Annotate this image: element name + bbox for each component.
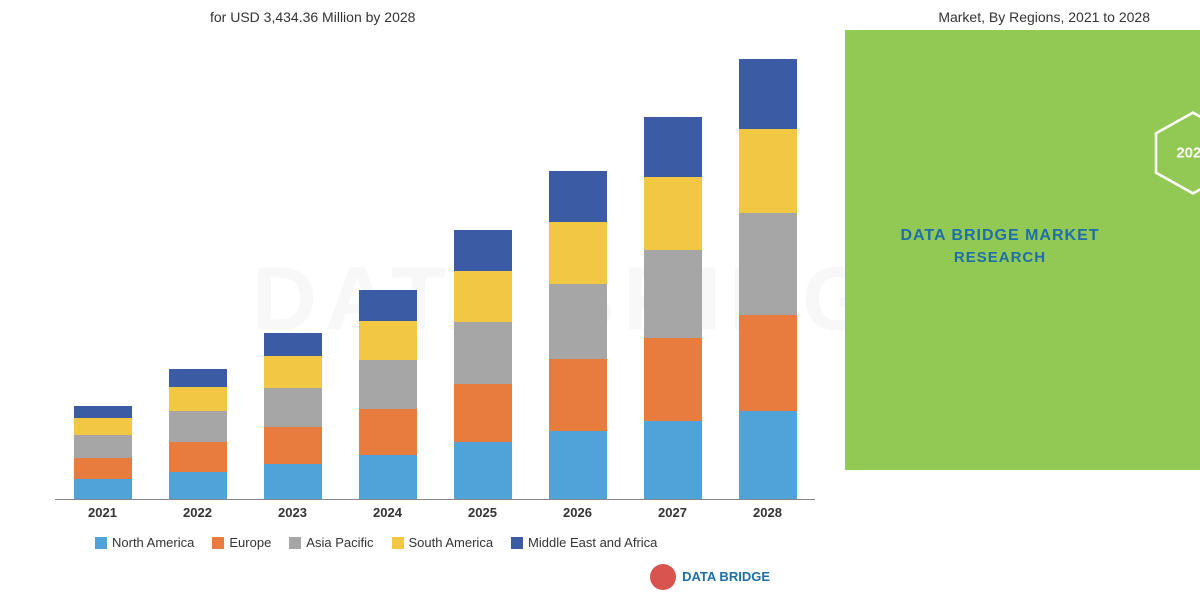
bar-segment: [359, 409, 417, 455]
bar-segment: [454, 384, 512, 443]
x-axis-label: 2025: [454, 505, 512, 520]
bar-segment: [264, 464, 322, 499]
chart-title-right: Market, By Regions, 2021 to 2028: [938, 8, 1150, 26]
bar-segment: [549, 171, 607, 222]
legend-item: South America: [392, 535, 494, 550]
legend-swatch: [95, 537, 107, 549]
x-axis-label: 2024: [359, 505, 417, 520]
legend-label: Asia Pacific: [306, 535, 373, 550]
bar-segment: [739, 129, 797, 212]
bar-segment: [549, 222, 607, 284]
bar-segment: [549, 431, 607, 499]
bar-segment: [454, 442, 512, 499]
bar-group: [454, 230, 512, 499]
bar-segment: [169, 442, 227, 471]
x-axis-label: 2027: [644, 505, 702, 520]
bar-segment: [169, 472, 227, 499]
bar-segment: [264, 427, 322, 464]
footer-logo-text: DATA BRIDGE: [682, 570, 770, 584]
bar-group: [264, 333, 322, 499]
x-axis-label: 2021: [74, 505, 132, 520]
bar-segment: [74, 406, 132, 418]
bar-segment: [644, 117, 702, 178]
chart-title-left: for USD 3,434.36 Million by 2028: [210, 8, 415, 26]
chart-area: [55, 60, 815, 500]
bar-segment: [739, 213, 797, 316]
x-axis-label: 2022: [169, 505, 227, 520]
legend-swatch: [511, 537, 523, 549]
bar-segment: [169, 369, 227, 387]
legend-label: Europe: [229, 535, 271, 550]
bar-segment: [549, 284, 607, 359]
bar-segment: [74, 435, 132, 457]
bar-segment: [549, 359, 607, 430]
legend-swatch: [392, 537, 404, 549]
bar-stack: [454, 230, 512, 499]
bar-segment: [454, 230, 512, 271]
x-axis-labels: 2021 2022 2023 2024 2025 2026 2027 2028: [55, 505, 815, 520]
bar-segment: [169, 387, 227, 411]
bar-stack: [264, 333, 322, 499]
chart-legend: North America Europe Asia Pacific South Ame…: [95, 535, 657, 550]
legend-label: North America: [112, 535, 194, 550]
legend-item: Europe: [212, 535, 271, 550]
brand-line-1: DATA BRIDGE MARKET: [880, 225, 1120, 247]
bar-segment: [74, 418, 132, 436]
bar-segment: [644, 338, 702, 421]
bar-stack: [739, 59, 797, 499]
x-axis-label: 2023: [264, 505, 322, 520]
bar-segment: [739, 315, 797, 411]
brand-line-2: RESEARCH: [880, 247, 1120, 268]
bar-segment: [74, 458, 132, 480]
bar-segment: [359, 455, 417, 499]
bar-segment: [454, 322, 512, 384]
bar-segment: [739, 59, 797, 129]
x-axis-label: 2026: [549, 505, 607, 520]
footer-logo: DATA BRIDGE: [650, 564, 770, 590]
bar-segment: [264, 356, 322, 387]
bar-segment: [644, 177, 702, 249]
footer-logo-icon: [650, 564, 676, 590]
bar-segment: [644, 421, 702, 499]
x-axis-label: 2028: [739, 505, 797, 520]
bar-segment: [454, 271, 512, 322]
bar-segment: [359, 290, 417, 321]
legend-swatch: [289, 537, 301, 549]
bar-stack: [169, 369, 227, 499]
legend-label: South America: [409, 535, 494, 550]
bar-segment: [739, 411, 797, 499]
bars-container: [55, 60, 815, 500]
bar-segment: [359, 321, 417, 360]
legend-item: Middle East and Africa: [511, 535, 657, 550]
legend-item: Asia Pacific: [289, 535, 373, 550]
bar-segment: [264, 388, 322, 427]
bar-group: [359, 290, 417, 499]
bar-stack: [549, 171, 607, 499]
bar-group: [549, 171, 607, 499]
bar-segment: [644, 250, 702, 338]
brand-text: DATA BRIDGE MARKET RESEARCH: [880, 225, 1120, 268]
legend-swatch: [212, 537, 224, 549]
bar-group: [169, 369, 227, 499]
bar-group: [74, 406, 132, 499]
bar-stack: [74, 406, 132, 499]
bar-segment: [74, 479, 132, 499]
bar-segment: [264, 333, 322, 356]
hexagon-icon: 2028: [1150, 110, 1200, 196]
bar-group: [644, 117, 702, 499]
bar-stack: [644, 117, 702, 499]
bar-segment: [359, 360, 417, 409]
legend-label: Middle East and Africa: [528, 535, 657, 550]
legend-item: North America: [95, 535, 194, 550]
bar-group: [739, 59, 797, 499]
bar-stack: [359, 290, 417, 499]
hexagon-label: 2028: [1176, 145, 1200, 162]
bar-segment: [169, 411, 227, 442]
